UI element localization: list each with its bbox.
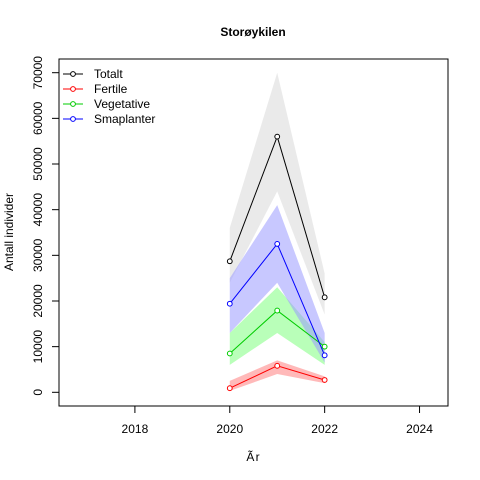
point-totalt-2022 xyxy=(322,295,327,300)
point-totalt-2020 xyxy=(227,259,232,264)
legend-label-totalt: Totalt xyxy=(94,67,123,81)
point-fertile-2021 xyxy=(275,363,280,368)
x-tick-label-2024: 2024 xyxy=(406,422,433,436)
legend-marker-fertile xyxy=(71,87,76,92)
x-tick-label-2020: 2020 xyxy=(216,422,243,436)
point-fertile-2022 xyxy=(322,378,327,383)
x-tick-label-2018: 2018 xyxy=(122,422,149,436)
point-smaplanter-2020 xyxy=(227,301,232,306)
y-tick-label-60000: 60000 xyxy=(31,101,45,135)
legend-marker-smaplanter xyxy=(71,117,76,122)
y-tick-label-40000: 40000 xyxy=(31,193,45,227)
y-axis-label: Antall individer xyxy=(2,193,16,271)
point-fertile-2020 xyxy=(227,386,232,391)
y-tick-label-70000: 70000 xyxy=(31,56,45,90)
point-vegetative-2020 xyxy=(227,351,232,356)
legend-label-fertile: Fertile xyxy=(94,82,128,96)
point-vegetative-2022 xyxy=(322,344,327,349)
y-tick-label-20000: 20000 xyxy=(31,284,45,318)
point-totalt-2021 xyxy=(275,134,280,139)
y-tick-label-10000: 10000 xyxy=(31,330,45,364)
y-tick-label-50000: 50000 xyxy=(31,147,45,181)
x-tick-label-2022: 2022 xyxy=(311,422,338,436)
legend-label-vegetative: Vegetative xyxy=(94,97,150,111)
point-vegetative-2021 xyxy=(275,308,280,313)
point-smaplanter-2022 xyxy=(322,353,327,358)
y-tick-label-0: 0 xyxy=(31,389,45,396)
y-tick-label-30000: 30000 xyxy=(31,238,45,272)
x-axis-label: Ã r xyxy=(246,450,259,464)
chart-title: Storøykilen xyxy=(220,25,285,39)
legend-marker-vegetative xyxy=(71,102,76,107)
point-smaplanter-2021 xyxy=(275,242,280,247)
legend-label-smaplanter: Smaplanter xyxy=(94,112,155,126)
legend-marker-totalt xyxy=(71,72,76,77)
